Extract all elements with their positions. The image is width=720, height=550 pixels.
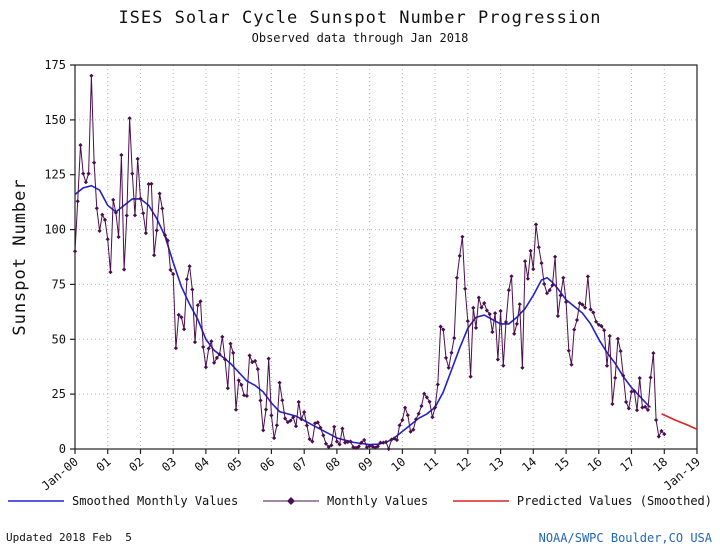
- y-axis-label: Sunspot Number: [10, 178, 30, 336]
- x-tick-label: Jan-00: [39, 455, 81, 494]
- legend-item-smoothed: Smoothed Monthly Values: [8, 494, 238, 508]
- y-tick-label: 175: [44, 58, 66, 72]
- x-tick-label: 15: [552, 455, 572, 475]
- smoothed-line-swatch-icon: [8, 500, 64, 502]
- legend-label-predicted: Predicted Values (Smoothed): [516, 494, 712, 508]
- y-tick-label: 25: [52, 387, 66, 401]
- diamond-marker-icon: [286, 497, 295, 505]
- x-tick-label: 10: [388, 455, 408, 475]
- x-tick-label: 03: [159, 455, 179, 475]
- y-tick-label: 125: [44, 168, 66, 182]
- x-tick-label: 12: [454, 455, 474, 475]
- x-tick-label: 02: [126, 455, 146, 475]
- legend-label-monthly: Monthly Values: [326, 494, 429, 508]
- x-tick-label: 05: [225, 455, 245, 475]
- x-tick-label: 14: [519, 455, 539, 475]
- legend-item-monthly: Monthly Values: [262, 494, 429, 508]
- x-tick-label: 13: [486, 455, 506, 475]
- updated-date: Updated 2018 Feb 5: [6, 531, 132, 544]
- x-tick-label: 07: [290, 455, 310, 475]
- legend-label-smoothed: Smoothed Monthly Values: [72, 494, 239, 508]
- plot-frame: [74, 64, 698, 450]
- x-tick-label: 08: [323, 455, 343, 475]
- x-tick-label: Jan-19: [661, 455, 703, 494]
- monthly-markers: [72, 73, 667, 452]
- chart-subtitle: Observed data through Jan 2018: [251, 31, 469, 45]
- x-tick-label: 11: [421, 455, 441, 475]
- x-tick-label: 17: [617, 455, 637, 475]
- chart-title: ISES Solar Cycle Sunspot Number Progress…: [118, 8, 602, 28]
- chart-legend: Smoothed Monthly Values Monthly Values P…: [0, 494, 720, 508]
- y-tick-label: 0: [59, 442, 66, 456]
- legend-item-predicted: Predicted Values (Smoothed): [452, 494, 712, 508]
- x-tick-label: 18: [650, 455, 670, 475]
- x-tick-label: 16: [585, 455, 605, 475]
- y-tick-label: 150: [44, 113, 66, 127]
- series-smoothed: [74, 184, 652, 446]
- x-tick-label: 06: [257, 455, 277, 475]
- series-predicted: [661, 413, 698, 431]
- monthly-line-swatch-icon: [262, 497, 319, 505]
- y-tick-label: 75: [52, 277, 66, 291]
- x-tick-label: 04: [192, 455, 212, 475]
- y-tick-label: 100: [44, 223, 66, 237]
- x-tick-label: 01: [94, 455, 114, 475]
- credit: NOAA/SWPC Boulder,CO USA: [538, 531, 712, 545]
- x-tick-label: 09: [355, 455, 375, 475]
- y-tick-label: 50: [52, 332, 66, 346]
- predicted-line-swatch-icon: [452, 500, 509, 502]
